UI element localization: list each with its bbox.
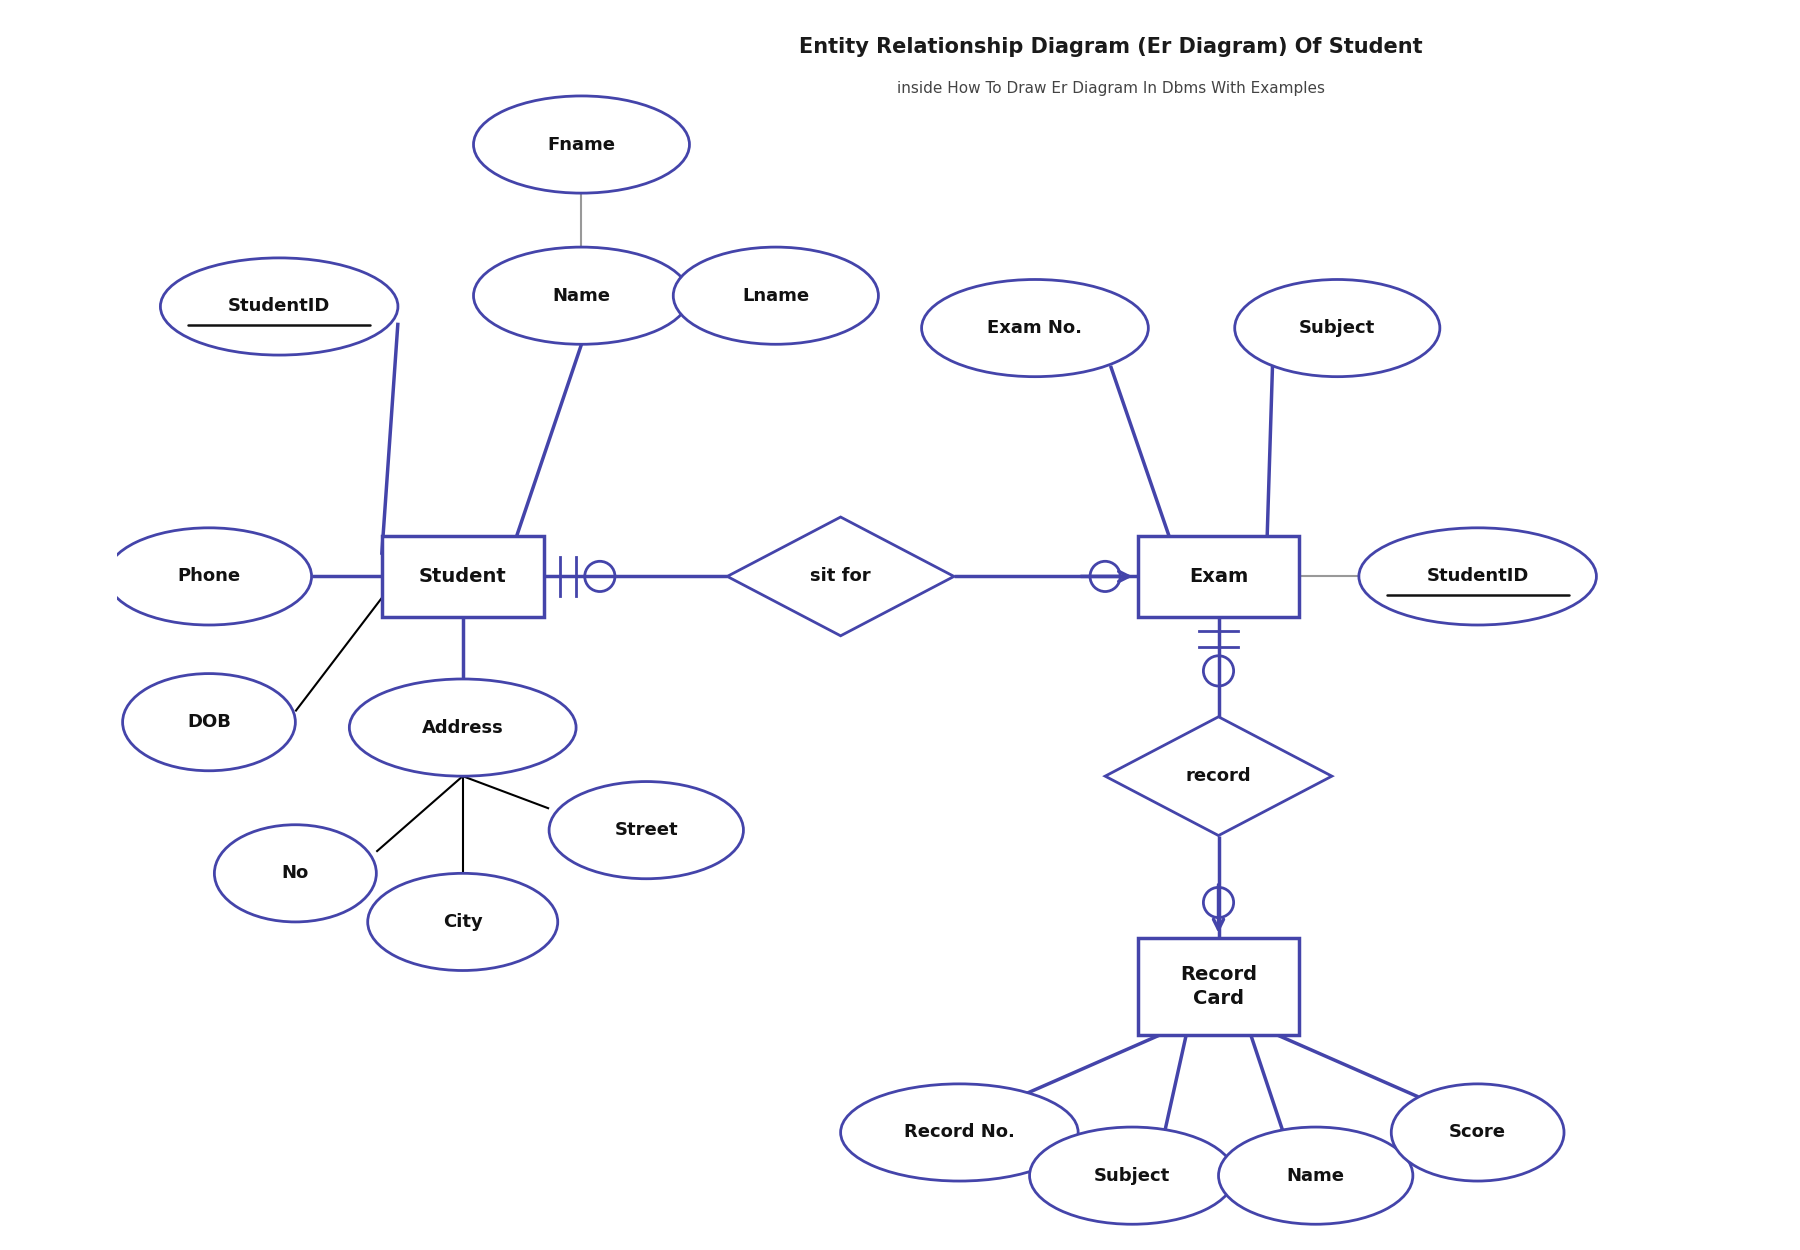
Ellipse shape [106, 528, 311, 625]
Text: Entity Relationship Diagram (Er Diagram) Of Student: Entity Relationship Diagram (Er Diagram)… [799, 38, 1422, 58]
Ellipse shape [549, 781, 743, 879]
Text: Exam No.: Exam No. [988, 319, 1082, 338]
Text: Name: Name [553, 286, 610, 305]
Ellipse shape [473, 96, 689, 192]
Text: Address: Address [421, 719, 504, 736]
Text: inside How To Draw Er Diagram In Dbms With Examples: inside How To Draw Er Diagram In Dbms Wi… [896, 81, 1325, 96]
Ellipse shape [214, 825, 376, 922]
Ellipse shape [1030, 1128, 1235, 1224]
Text: sit for: sit for [810, 568, 871, 585]
Ellipse shape [1359, 528, 1597, 625]
Text: Subject: Subject [1300, 319, 1375, 338]
Text: Record
Card: Record Card [1181, 965, 1256, 1008]
Ellipse shape [1235, 280, 1440, 376]
Ellipse shape [473, 248, 689, 344]
Text: Fname: Fname [547, 135, 616, 154]
Ellipse shape [349, 679, 576, 776]
Ellipse shape [367, 874, 558, 970]
Polygon shape [1105, 716, 1332, 835]
Text: Student: Student [419, 568, 506, 586]
FancyBboxPatch shape [1138, 938, 1300, 1035]
Ellipse shape [160, 258, 398, 355]
Ellipse shape [1219, 1128, 1413, 1224]
Text: Lname: Lname [742, 286, 810, 305]
Text: DOB: DOB [187, 714, 230, 731]
Ellipse shape [922, 280, 1148, 376]
Text: Score: Score [1449, 1124, 1507, 1141]
Text: Street: Street [614, 821, 679, 839]
Text: Exam: Exam [1188, 568, 1247, 586]
Text: Name: Name [1287, 1166, 1345, 1185]
Text: record: record [1186, 768, 1251, 785]
Text: StudentID: StudentID [229, 298, 331, 315]
Text: StudentID: StudentID [1426, 568, 1528, 585]
Polygon shape [727, 518, 954, 636]
FancyBboxPatch shape [1138, 536, 1300, 618]
Ellipse shape [1391, 1084, 1564, 1181]
Ellipse shape [122, 674, 295, 771]
Text: Subject: Subject [1094, 1166, 1170, 1185]
Text: Phone: Phone [178, 568, 241, 585]
Text: Record No.: Record No. [904, 1124, 1015, 1141]
Ellipse shape [841, 1084, 1078, 1181]
Text: City: City [443, 912, 482, 931]
Ellipse shape [673, 248, 878, 344]
Text: No: No [283, 864, 310, 882]
FancyBboxPatch shape [382, 536, 544, 618]
